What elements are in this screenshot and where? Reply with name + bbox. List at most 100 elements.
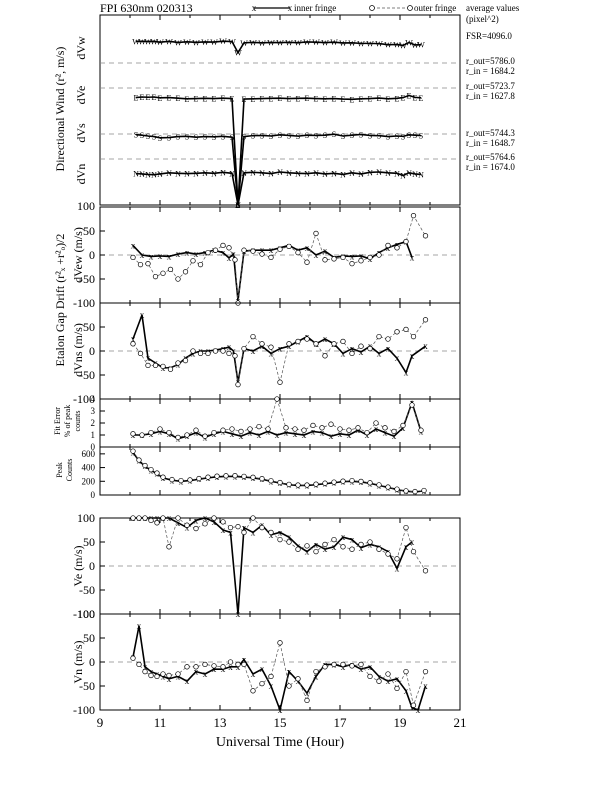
note-rout-n: r_out=5764.6 xyxy=(466,152,515,162)
wind-marker-dVn: N xyxy=(277,168,283,177)
dvew-outer-marker xyxy=(331,256,337,262)
wind-marker-dVs: S xyxy=(140,131,144,140)
wind-series-dVn xyxy=(135,171,422,206)
dvns-outer-marker xyxy=(286,341,292,347)
note-rin-e: r_in = 1627.8 xyxy=(466,91,515,101)
ve-axis-label: Ve (m/s) xyxy=(71,546,85,587)
fit-outer-marker xyxy=(391,428,397,435)
wind-marker-dVe: E xyxy=(152,93,157,102)
dvns-inner-marker: x xyxy=(131,334,136,344)
ve-inner-marker: x xyxy=(212,517,217,527)
wind-marker-dVe: E xyxy=(194,95,199,104)
peak-outer-marker xyxy=(322,480,328,486)
wind-marker-dVs: S xyxy=(413,131,417,140)
dvns-outer-marker xyxy=(295,338,301,345)
vn-outer-marker xyxy=(154,673,160,680)
vn-outer-marker xyxy=(403,668,409,675)
wind-group-label: Directional Wind (r², m/s) xyxy=(53,47,67,172)
vn-inner-marker: x xyxy=(287,667,292,677)
wind-marker-dVn: N xyxy=(175,169,181,178)
fit-outer-marker xyxy=(400,422,406,429)
note-rin-w: r_in = 1684.2 xyxy=(466,66,515,76)
peak-outer-marker xyxy=(148,466,154,473)
dvew-series-outer xyxy=(132,214,426,304)
ve-outer-marker xyxy=(130,515,136,521)
wind-marker-dVn: N xyxy=(145,170,151,179)
wind-marker-dVe: E xyxy=(332,95,337,104)
dvns-inner-marker: x xyxy=(341,348,346,358)
ve-inner-marker: x xyxy=(305,547,310,557)
peak-outer-marker xyxy=(295,482,301,488)
legend-inner-marker-2: x xyxy=(288,3,293,13)
vn-outer-marker xyxy=(193,664,199,670)
wind-marker-dVs: S xyxy=(167,134,171,143)
ve-inner-marker: x xyxy=(242,523,247,533)
dvew-outer-marker xyxy=(130,254,136,261)
wind-marker-dVe: E xyxy=(323,95,328,104)
dvew-inner-marker: x xyxy=(158,251,163,261)
wind-marker-dVn: N xyxy=(304,170,310,179)
fit-inner-marker: x xyxy=(302,430,307,440)
wind-marker-dVw: W xyxy=(228,38,236,47)
peak-outer-marker xyxy=(232,473,238,479)
peak-outer-marker xyxy=(187,477,193,483)
dvew-outer-marker xyxy=(322,257,328,263)
vn-outer-marker xyxy=(385,671,391,677)
vn-inner-marker: x xyxy=(212,664,217,674)
note-fsr: FSR=4096.0 xyxy=(466,31,512,41)
fit-outer-marker xyxy=(202,433,208,439)
wind-marker-dVn: N xyxy=(193,169,199,178)
dvns-outer-marker xyxy=(340,338,346,345)
fit-outer-marker xyxy=(211,429,217,436)
panel-peak: 0200400600xxxxxxxxxxxxxxxxxxxxxxxxxxxxxx… xyxy=(82,446,461,500)
peak-outer-marker xyxy=(340,478,346,484)
wind-marker-dVs: S xyxy=(407,131,411,140)
wind-marker-dVs: S xyxy=(323,131,327,140)
wind-series-dVw xyxy=(136,40,422,55)
dvew-inner-marker: x xyxy=(167,251,172,261)
wind-marker-dVw: W xyxy=(234,49,242,58)
fit-inner-marker: x xyxy=(374,424,379,434)
wind-marker-dVw: W xyxy=(183,38,191,47)
dvew-outer-marker xyxy=(410,212,417,219)
wind-marker-dVs: S xyxy=(194,133,198,142)
fit-outer-marker xyxy=(337,426,343,432)
dvew-outer-marker xyxy=(182,269,189,275)
wind-marker-dVs: S xyxy=(368,131,372,140)
ve-inner-marker: x xyxy=(221,525,226,535)
dvns-inner-marker: x xyxy=(269,348,274,358)
vn-outer-marker xyxy=(259,680,265,687)
wind-marker-dVw: W xyxy=(156,38,164,47)
wind-marker-dVn: N xyxy=(376,168,382,177)
ve-outer-marker xyxy=(142,515,148,521)
peak-outer-marker xyxy=(385,484,391,490)
peak-ytick-label: 600 xyxy=(82,449,96,459)
dvew-inner-marker: x xyxy=(260,245,265,255)
vn-outer-marker xyxy=(148,672,154,679)
peak-outer-marker xyxy=(259,476,265,482)
dvew-outer-marker xyxy=(358,258,364,264)
dvew-inner-marker: x xyxy=(231,249,236,259)
x-tick-label: 11 xyxy=(154,715,167,730)
wind-marker-dVw: W xyxy=(384,41,392,50)
vn-outer-marker xyxy=(235,661,241,668)
dvew-inner-marker: x xyxy=(350,251,355,261)
wind-marker-dVn: N xyxy=(367,168,373,177)
ve-outer-marker xyxy=(193,525,199,532)
fit-series-outer xyxy=(132,397,422,438)
dvns-outer-marker xyxy=(322,353,328,359)
vn-outer-marker xyxy=(268,673,274,680)
wind-marker-dVs: S xyxy=(341,132,345,141)
vn-inner-marker: x xyxy=(260,664,265,674)
vn-inner-marker: x xyxy=(359,664,364,674)
wind-marker-dVs: S xyxy=(305,131,309,140)
wind-marker-dVe: E xyxy=(305,94,310,103)
dvew-outer-marker xyxy=(145,260,151,267)
wind-marker-dVw: W xyxy=(258,39,266,48)
vn-outer-marker xyxy=(331,661,337,668)
wind-marker-dVn: N xyxy=(313,169,319,178)
dvns-outer-marker xyxy=(250,333,256,340)
dvew-outer-marker xyxy=(250,248,256,254)
dvns-outer-marker xyxy=(403,326,409,333)
